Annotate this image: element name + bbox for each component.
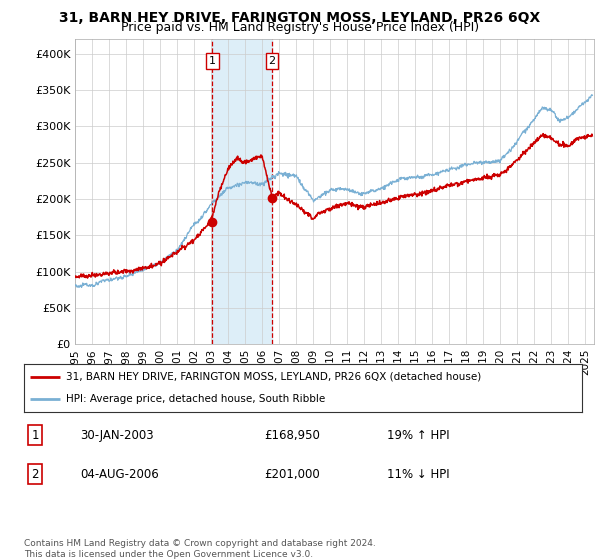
Text: 2: 2 [31, 468, 39, 480]
Text: 30-JAN-2003: 30-JAN-2003 [80, 428, 154, 442]
Text: 31, BARN HEY DRIVE, FARINGTON MOSS, LEYLAND, PR26 6QX: 31, BARN HEY DRIVE, FARINGTON MOSS, LEYL… [59, 11, 541, 25]
Text: 11% ↓ HPI: 11% ↓ HPI [387, 468, 449, 480]
Text: 2: 2 [268, 56, 275, 66]
Text: Contains HM Land Registry data © Crown copyright and database right 2024.
This d: Contains HM Land Registry data © Crown c… [24, 539, 376, 559]
Text: Price paid vs. HM Land Registry's House Price Index (HPI): Price paid vs. HM Land Registry's House … [121, 21, 479, 34]
Text: £168,950: £168,950 [264, 428, 320, 442]
Bar [212, 39, 272, 344]
Text: 19% ↑ HPI: 19% ↑ HPI [387, 428, 449, 442]
Text: HPI: Average price, detached house, South Ribble: HPI: Average price, detached house, Sout… [66, 394, 325, 404]
Text: £201,000: £201,000 [264, 468, 320, 480]
Text: 1: 1 [31, 428, 39, 442]
Text: 04-AUG-2006: 04-AUG-2006 [80, 468, 158, 480]
Text: 31, BARN HEY DRIVE, FARINGTON MOSS, LEYLAND, PR26 6QX (detached house): 31, BARN HEY DRIVE, FARINGTON MOSS, LEYL… [66, 372, 481, 382]
Text: 1: 1 [209, 56, 216, 66]
